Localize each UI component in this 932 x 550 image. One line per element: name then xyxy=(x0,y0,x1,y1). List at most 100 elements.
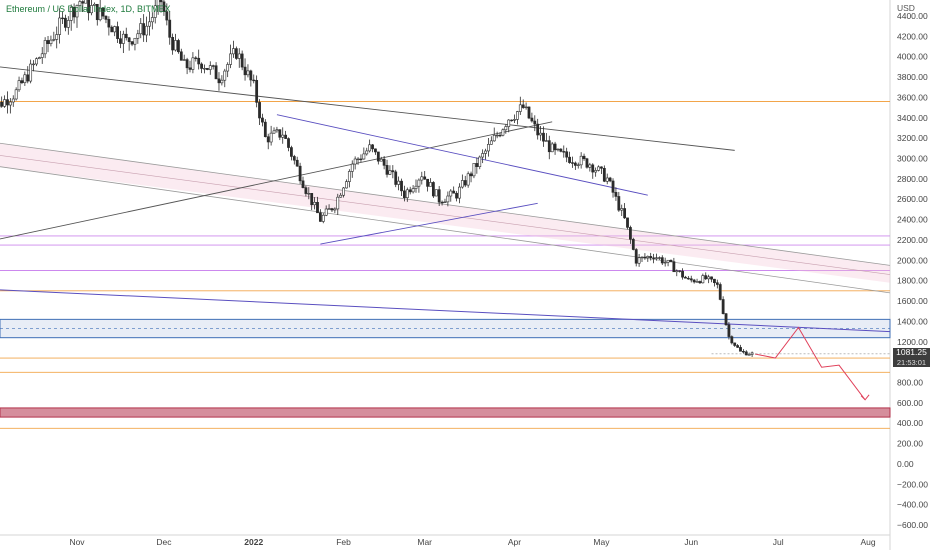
candle-body xyxy=(597,166,600,171)
candle-body xyxy=(489,140,493,145)
y-tick-label: 4200.00 xyxy=(897,31,928,41)
candle-body xyxy=(655,257,658,259)
candle-body xyxy=(142,23,146,36)
candle-body xyxy=(165,11,169,21)
purple-ascending-line xyxy=(320,202,538,245)
candle-body xyxy=(345,181,348,189)
candle-body xyxy=(278,129,282,138)
candle-body xyxy=(397,180,401,185)
y-tick-label: 1600.00 xyxy=(897,296,928,306)
channel-bottom-line xyxy=(0,166,891,294)
candle-body xyxy=(533,120,537,125)
candle-body xyxy=(249,70,253,81)
candle-body xyxy=(110,26,114,33)
candle-body xyxy=(81,1,85,4)
candle-body xyxy=(78,1,82,6)
candle-body xyxy=(153,5,157,18)
candle-body xyxy=(695,281,699,283)
candle-body xyxy=(371,144,374,150)
candle-body xyxy=(400,180,403,192)
descending-channel xyxy=(0,143,890,283)
candle-body xyxy=(52,39,56,41)
candle-body xyxy=(356,158,360,161)
bar-countdown: 21:53:01 xyxy=(896,357,927,367)
candle-body xyxy=(246,70,250,76)
candle-body xyxy=(336,196,340,210)
y-tick-label: −200.00 xyxy=(897,479,928,489)
candle-body xyxy=(539,132,542,136)
candle-body xyxy=(298,165,302,182)
candle-body xyxy=(229,53,232,65)
candle-body xyxy=(562,151,566,153)
x-tick-label: 2022 xyxy=(244,537,263,547)
candle-body xyxy=(660,257,664,264)
candle-body xyxy=(747,354,751,356)
candle-body xyxy=(579,155,583,166)
y-tick-label: 4400.00 xyxy=(897,11,928,21)
candle-body xyxy=(605,177,609,182)
candle-body xyxy=(698,281,702,284)
candle-body xyxy=(417,179,421,187)
x-tick-label: Dec xyxy=(156,537,172,547)
candle-body xyxy=(629,227,632,240)
candle-body xyxy=(507,119,511,127)
candle-body xyxy=(284,134,288,139)
x-tick-label: Jun xyxy=(684,537,698,547)
candle-body xyxy=(281,134,285,138)
candle-body xyxy=(437,189,441,203)
candle-body xyxy=(460,180,464,188)
candle-body xyxy=(513,119,516,121)
candle-body xyxy=(121,33,125,44)
candle-body xyxy=(733,342,737,346)
candle-body xyxy=(591,164,595,173)
candle-body xyxy=(359,158,363,161)
y-tick-label: 800.00 xyxy=(897,377,923,387)
candle-body xyxy=(649,256,653,259)
candle-body xyxy=(704,275,708,280)
candle-body xyxy=(472,163,476,177)
candle-body xyxy=(104,15,108,20)
y-tick-label: 2800.00 xyxy=(897,174,928,184)
candle-body xyxy=(237,53,241,59)
candle-body xyxy=(478,156,482,167)
candle-body xyxy=(492,134,496,142)
candle-body xyxy=(718,284,722,300)
y-tick-label: 3200.00 xyxy=(897,133,928,143)
candle-body xyxy=(452,190,456,194)
candle-body xyxy=(263,121,267,138)
zone-red xyxy=(0,407,891,418)
candle-body xyxy=(92,3,96,6)
candle-body xyxy=(327,208,331,210)
candle-body xyxy=(95,3,99,21)
candle-body xyxy=(211,65,215,67)
candle-body xyxy=(614,192,618,197)
candle-body xyxy=(504,126,508,131)
candle-body xyxy=(556,148,560,151)
candle-body xyxy=(3,99,6,107)
candle-body xyxy=(414,185,418,189)
candle-body xyxy=(594,170,598,173)
candle-body xyxy=(49,39,53,45)
candle-body xyxy=(565,151,569,158)
candle-body xyxy=(692,279,696,283)
candle-body xyxy=(127,37,131,42)
candle-body xyxy=(431,182,435,197)
candle-body xyxy=(684,276,687,279)
candle-body xyxy=(275,129,279,132)
candle-body xyxy=(666,259,670,263)
candle-body xyxy=(188,67,192,70)
y-tick-label: 2400.00 xyxy=(897,215,928,225)
y-axis-unit: USD xyxy=(897,3,915,13)
candle-body xyxy=(394,171,398,185)
candle-body xyxy=(455,192,458,199)
candle-body xyxy=(223,70,227,81)
candle-body xyxy=(611,180,615,193)
y-tick-label: −600.00 xyxy=(897,520,928,530)
channel-mid-line xyxy=(0,155,891,275)
candle-body xyxy=(516,111,519,120)
candle-body xyxy=(521,104,525,108)
x-tick-label: Feb xyxy=(336,537,351,547)
candle-body xyxy=(652,257,655,259)
candle-body xyxy=(353,158,357,165)
